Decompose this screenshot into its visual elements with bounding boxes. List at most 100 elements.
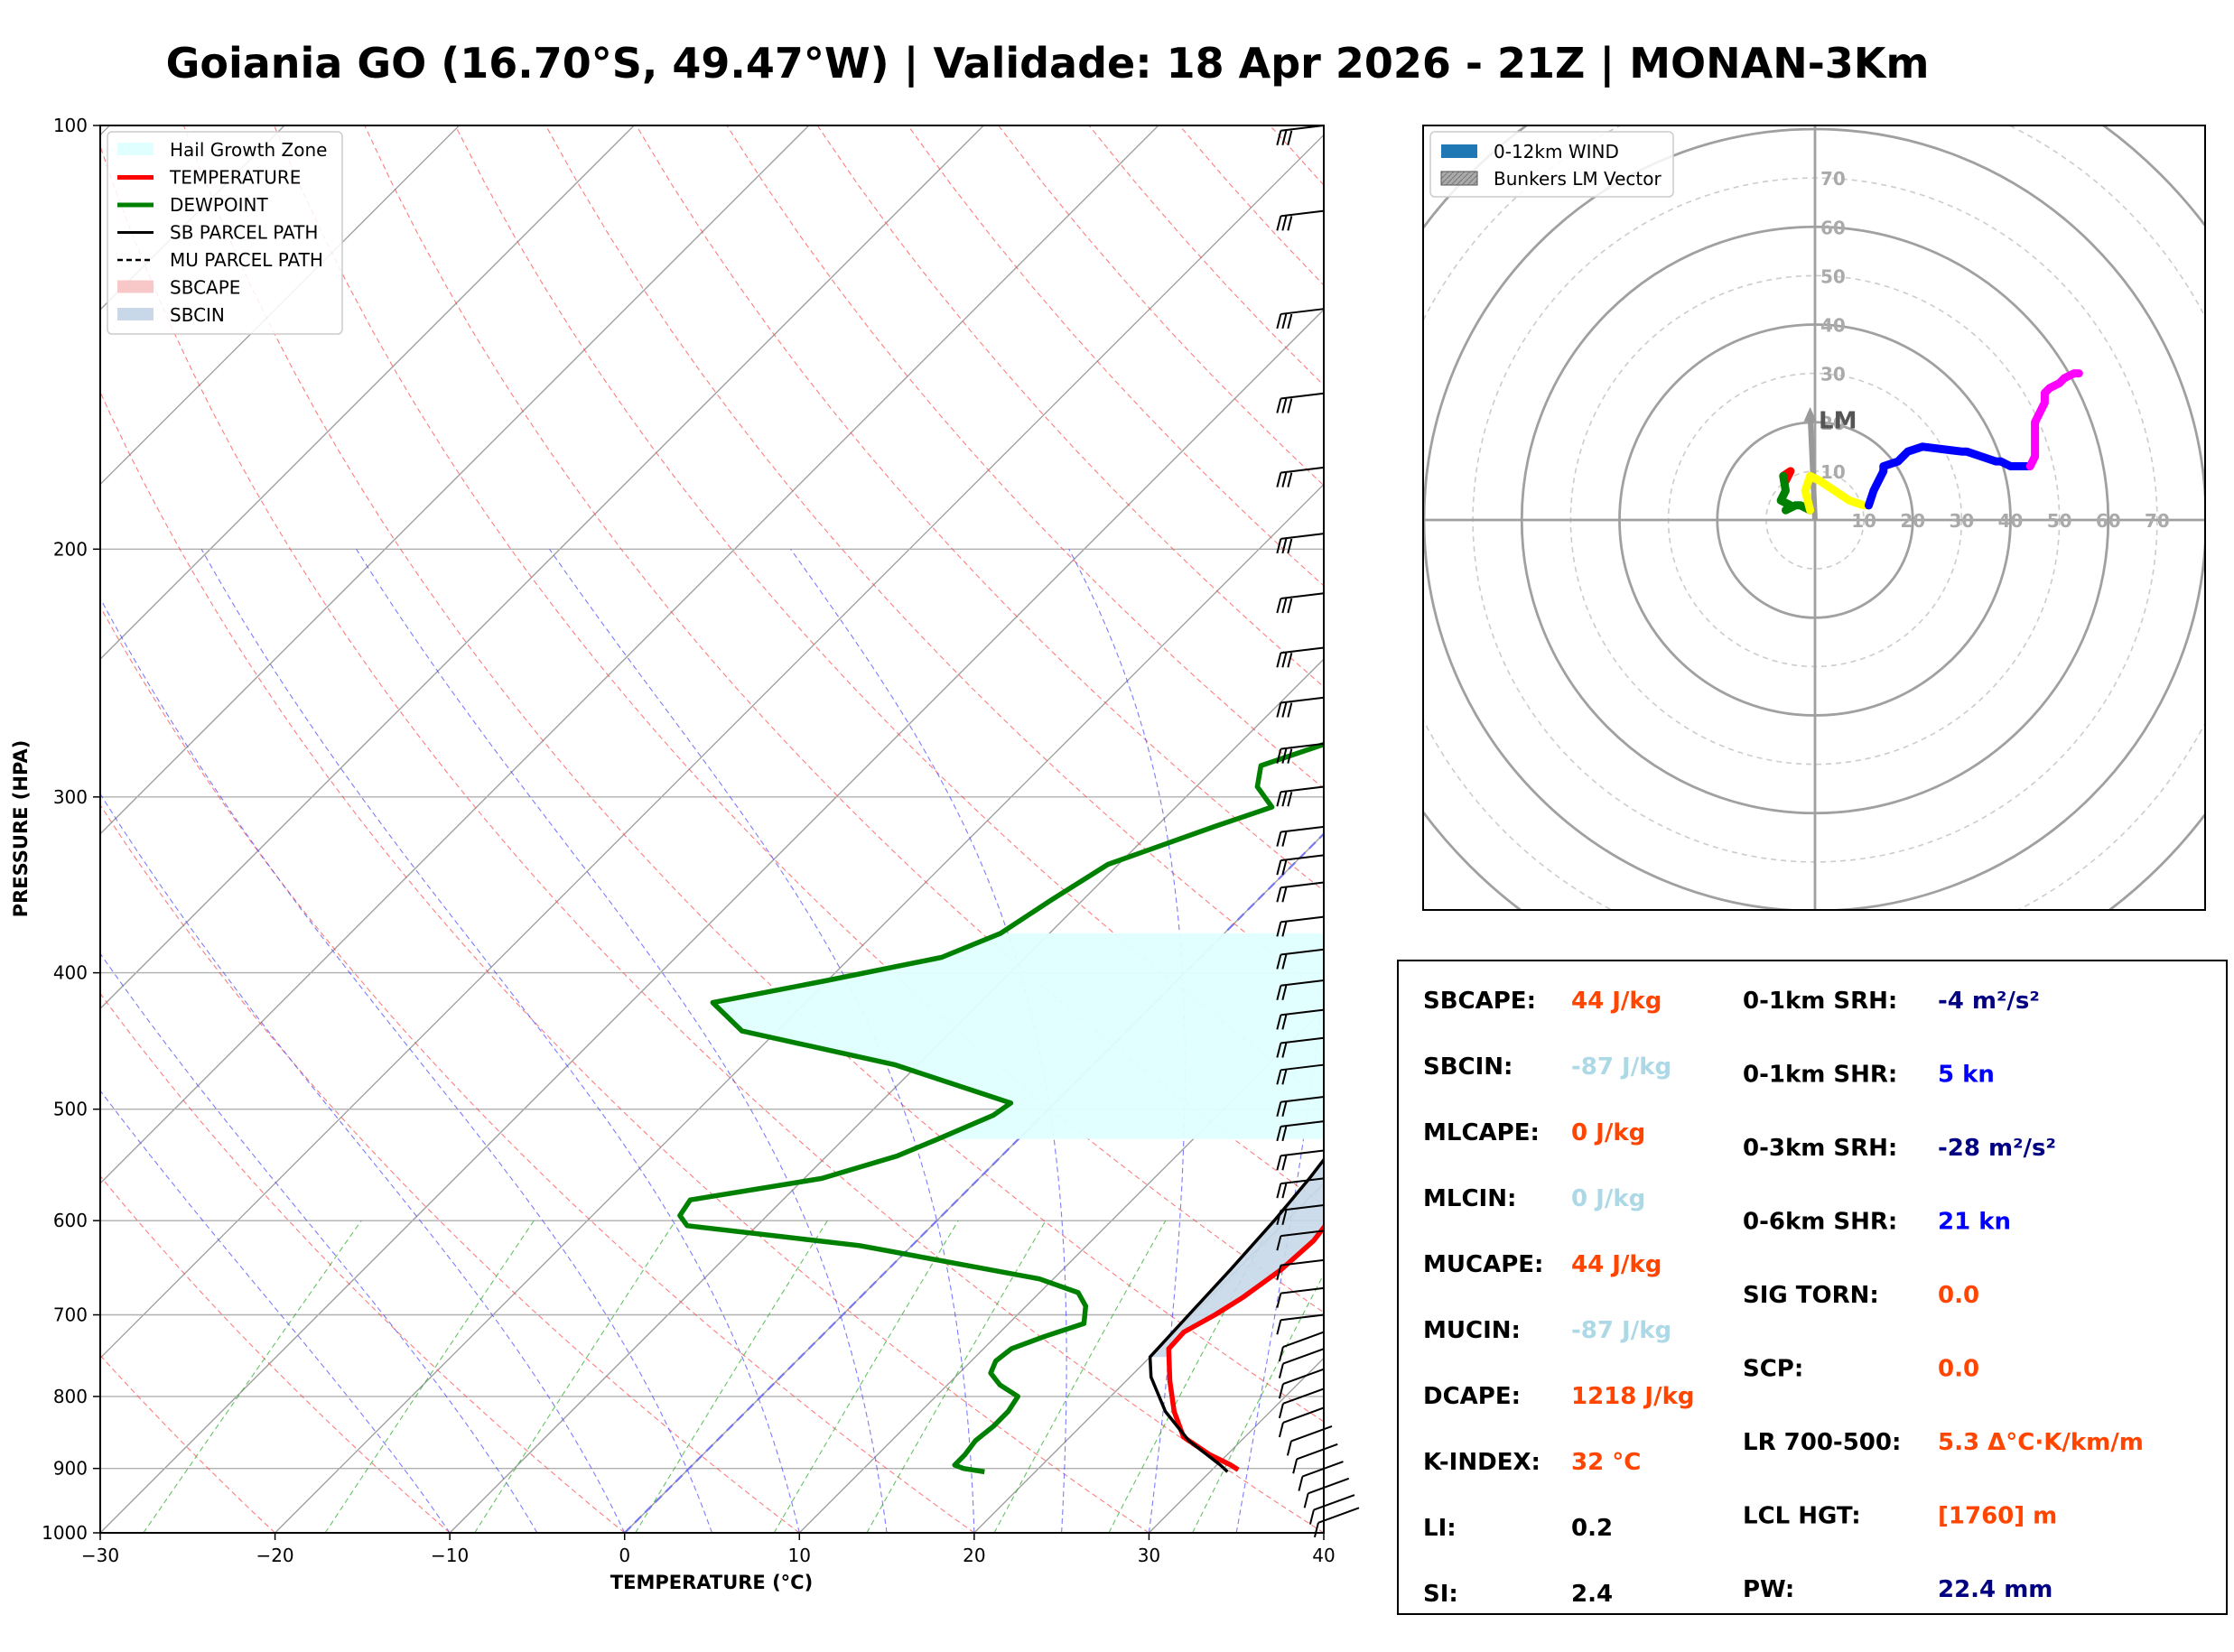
- wind-barb: [1276, 1096, 1325, 1118]
- barb-flag: [1276, 130, 1282, 145]
- isotherm: [100, 125, 1159, 1184]
- wind-barb: [1298, 1461, 1344, 1491]
- hodo-x-tick-label: 10: [1851, 510, 1876, 532]
- index-value: [1760] m: [1938, 1503, 2057, 1530]
- hodo-segment-1-3km: [1776, 471, 1815, 515]
- barb-flag: [1276, 652, 1282, 668]
- barb-flag: [1281, 1101, 1288, 1118]
- moist-adiabat: [100, 952, 538, 1533]
- index-value: 22.4 mm: [1938, 1576, 2052, 1603]
- dry-adiabat: [182, 125, 1324, 1423]
- dry-adiabat: [100, 144, 1324, 1533]
- wind-barb: [1276, 592, 1325, 614]
- barb-flag: [1276, 1155, 1282, 1171]
- mixing-ratio-line: [324, 1220, 535, 1533]
- wind-barb: [1276, 209, 1325, 231]
- barb-flag: [1281, 472, 1288, 487]
- index-value: 0.0: [1938, 1356, 1979, 1383]
- wind-barb: [1276, 1008, 1325, 1030]
- legend-swatch: [117, 143, 154, 155]
- index-label: LR 700-500:: [1743, 1429, 1901, 1456]
- dry-adiabat: [100, 1354, 275, 1533]
- index-value: 32 °C: [1571, 1449, 1641, 1476]
- x-tick-label: 20: [963, 1545, 985, 1566]
- index-value: 21 kn: [1938, 1209, 2011, 1236]
- index-value: -28 m²/s²: [1938, 1135, 2056, 1162]
- barb-staff: [1280, 1286, 1325, 1295]
- mixing-ratio-line: [773, 1220, 959, 1533]
- index-value: -87 J/kg: [1571, 1053, 1671, 1081]
- index-label: MUCAPE:: [1423, 1251, 1543, 1278]
- barb-flag: [1287, 652, 1293, 668]
- barb-flag: [1276, 922, 1282, 937]
- bunkers-lm-vector: [1807, 412, 1818, 521]
- index-label: MLCAPE:: [1423, 1119, 1540, 1146]
- dry-adiabat: [274, 125, 1324, 1313]
- isotherm: [275, 483, 1324, 1533]
- barb-flag: [1286, 1441, 1292, 1456]
- wind-barb: [1292, 1443, 1338, 1474]
- barb-staff: [1282, 1387, 1325, 1405]
- y-tick-label: 700: [53, 1304, 88, 1326]
- wind-barb: [1278, 1331, 1325, 1362]
- barb-flag: [1276, 859, 1282, 876]
- bunkers-lm-arrowhead: [1803, 406, 1817, 422]
- barb-flag: [1276, 313, 1282, 329]
- barb-staff: [1280, 1096, 1325, 1103]
- x-tick-label: −20: [256, 1545, 293, 1566]
- dry-adiabat: [100, 390, 1150, 1533]
- isotherm: [100, 309, 1324, 1533]
- temperature-line: [1166, 1223, 1324, 1472]
- barb-flag: [1276, 1235, 1282, 1251]
- index-value: 1218 J/kg: [1571, 1383, 1695, 1410]
- barb-flag: [1287, 313, 1293, 329]
- index-label: LI:: [1423, 1515, 1457, 1542]
- dewpoint-line: [677, 741, 1324, 1475]
- barb-flag: [1281, 313, 1288, 329]
- legend-label: SBCAPE: [170, 277, 240, 299]
- barb-flag: [1276, 1183, 1282, 1199]
- barb-flag: [1281, 954, 1288, 970]
- index-label: PW:: [1743, 1576, 1794, 1603]
- barb-flag: [1281, 1126, 1288, 1142]
- index-value: -4 m²/s²: [1938, 988, 2040, 1015]
- barb-flag: [1276, 1043, 1282, 1058]
- barb-staff: [1280, 979, 1325, 987]
- dry-adiabat: [100, 803, 800, 1533]
- index-value: 0.0: [1938, 1282, 1979, 1309]
- barb-staff: [1280, 825, 1325, 833]
- barb-flag: [1281, 1070, 1288, 1085]
- barb-flag: [1276, 886, 1282, 903]
- wind-barb: [1308, 1494, 1355, 1525]
- wind-barb: [1276, 881, 1325, 903]
- wind-barb: [1313, 1507, 1360, 1538]
- index-value: 5 kn: [1938, 1062, 1995, 1089]
- barb-staff: [1280, 854, 1325, 862]
- barb-staff: [1280, 1149, 1325, 1157]
- barb-staff: [1280, 1204, 1325, 1211]
- x-tick-label: 0: [619, 1545, 630, 1566]
- barb-flag: [1287, 398, 1293, 413]
- dry-adiabat: [726, 125, 1324, 790]
- hodo-y-tick-label: 20: [1820, 413, 1846, 434]
- barb-flag: [1276, 1265, 1282, 1280]
- wind-barb: [1276, 392, 1325, 413]
- barb-flag: [1287, 791, 1293, 807]
- y-tick-label: 1000: [42, 1522, 88, 1544]
- barb-flag: [1281, 1210, 1288, 1225]
- index-label: SIG TORN:: [1743, 1282, 1879, 1309]
- wind-barb: [1276, 308, 1325, 329]
- barb-flag: [1298, 1476, 1304, 1491]
- x-tick-label: −30: [81, 1545, 119, 1566]
- index-label: SCP:: [1743, 1356, 1803, 1383]
- y-tick-label: 100: [53, 115, 88, 136]
- barb-flag: [1276, 398, 1282, 413]
- x-axis-label: TEMPERATURE (°C): [610, 1572, 813, 1593]
- barb-flag: [1281, 702, 1288, 718]
- barb-staff: [1280, 1230, 1325, 1238]
- index-label: SBCIN:: [1423, 1053, 1513, 1081]
- hodo-legend-box: [1429, 131, 1674, 198]
- barb-staff: [1280, 1258, 1325, 1267]
